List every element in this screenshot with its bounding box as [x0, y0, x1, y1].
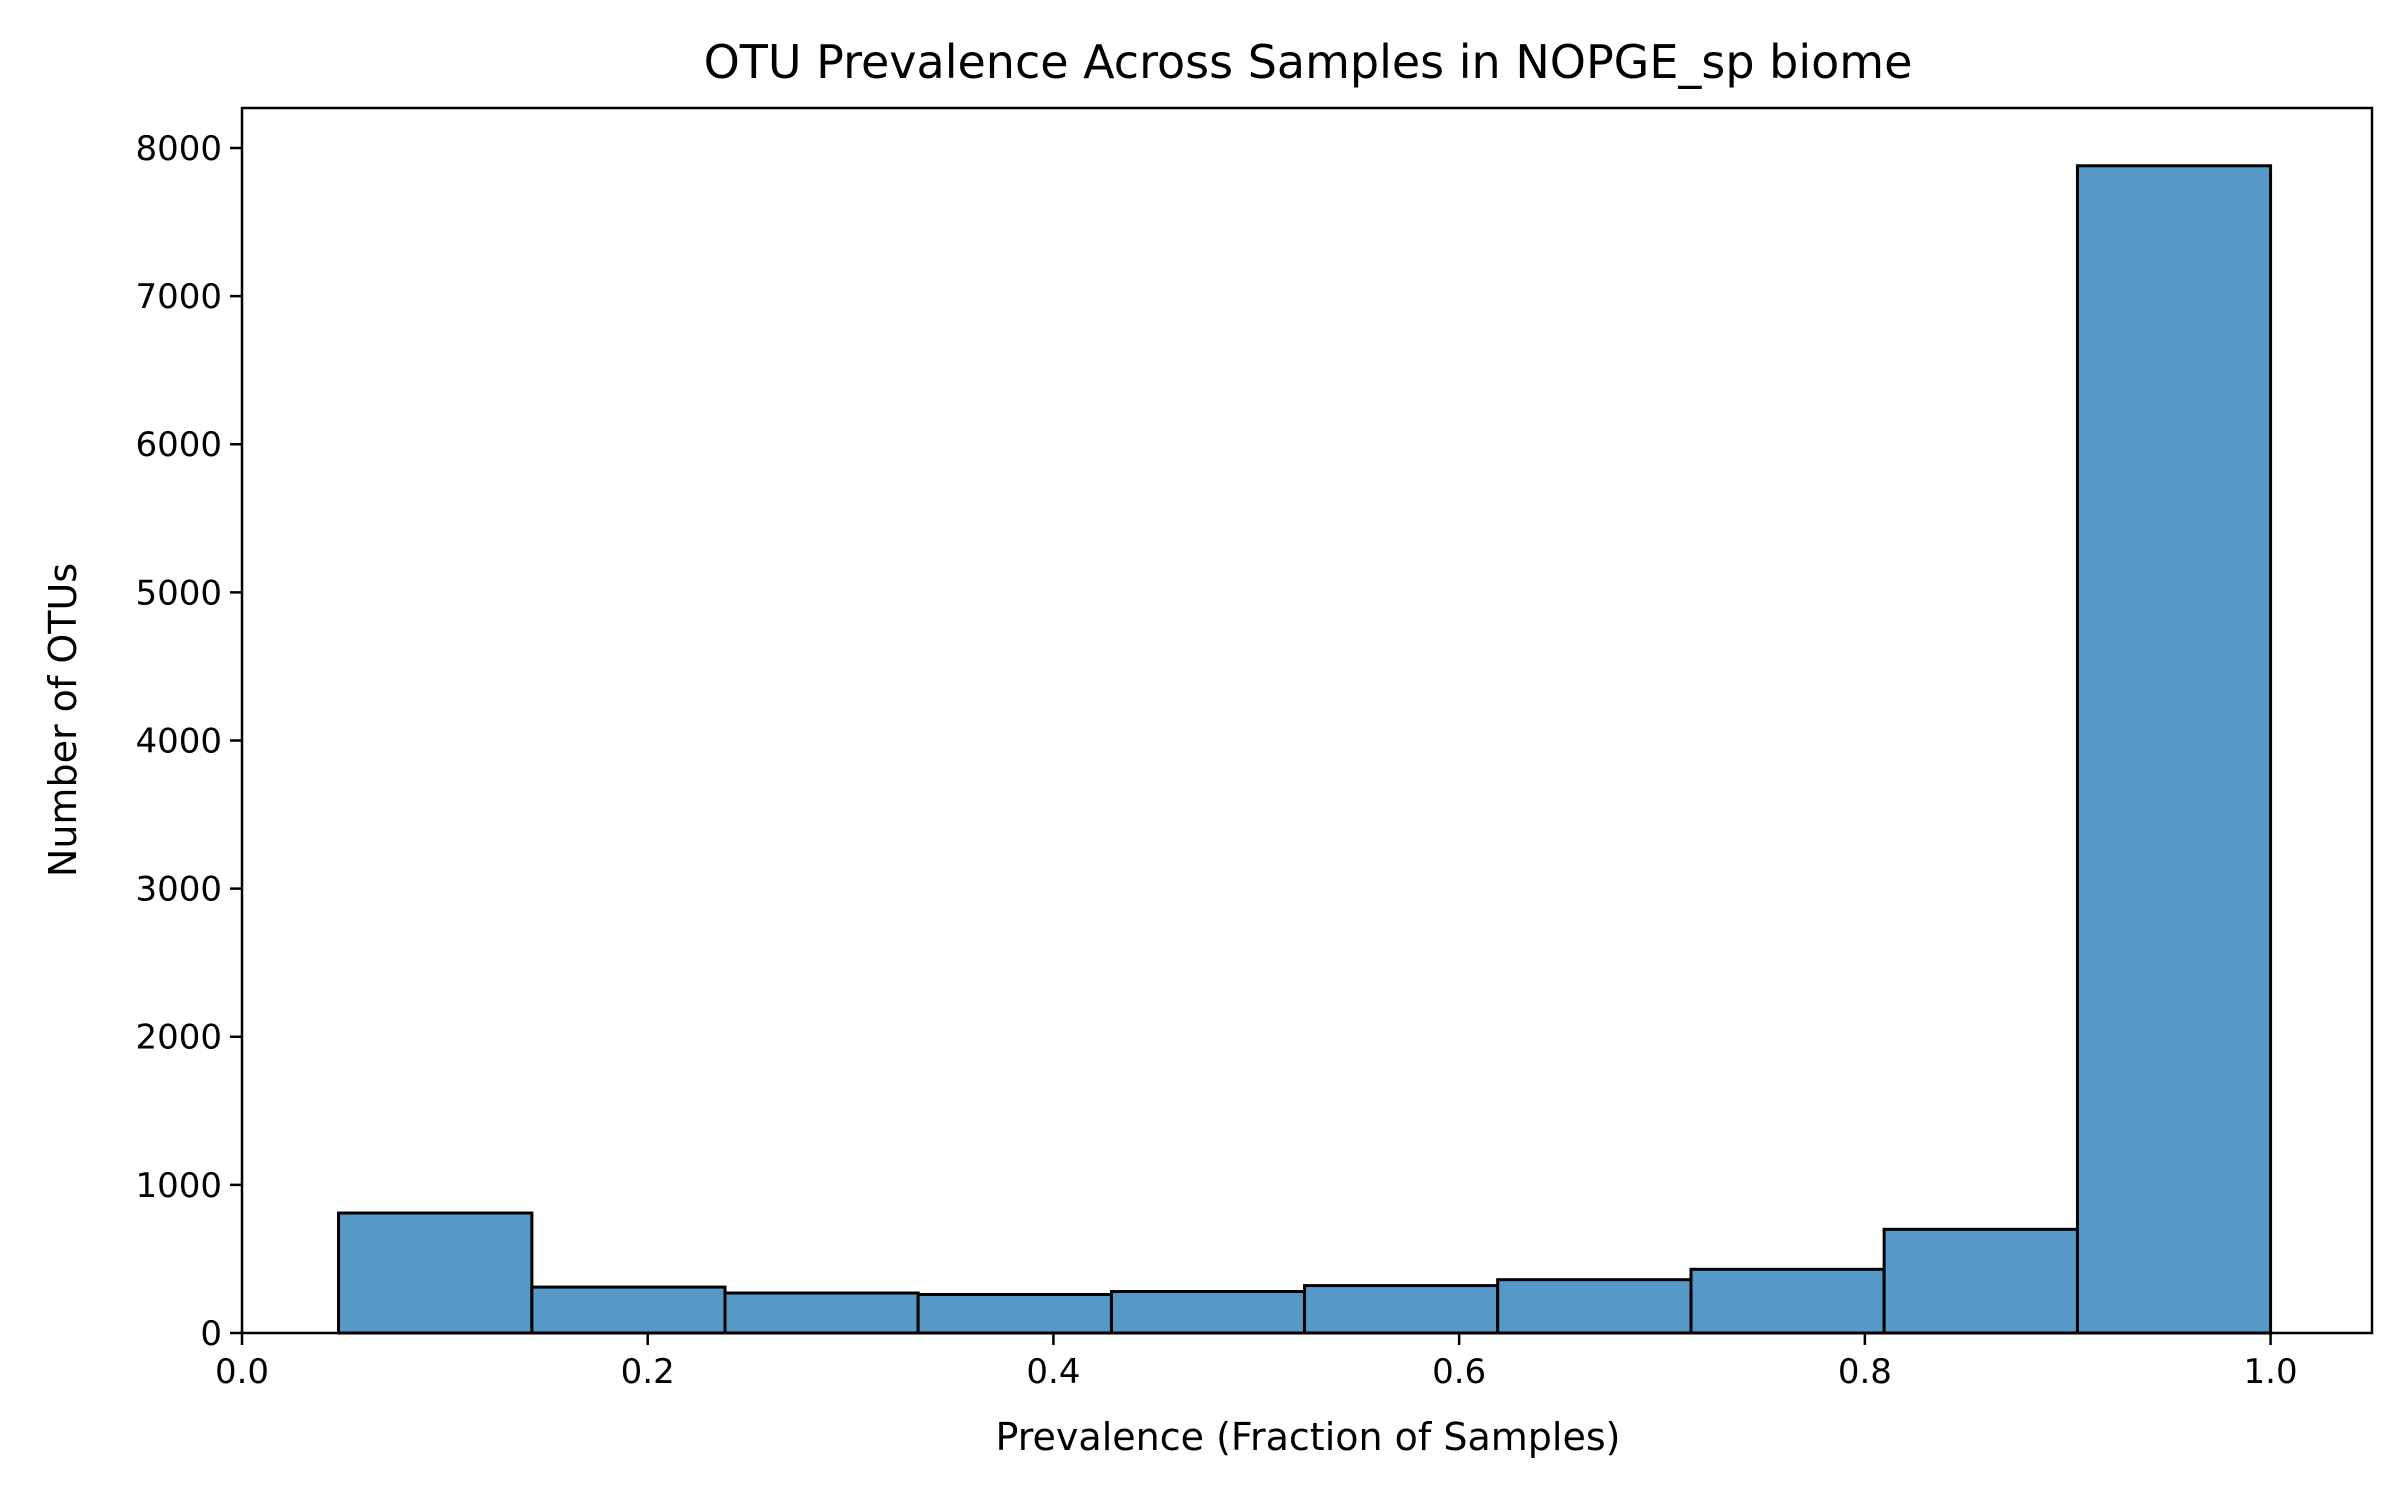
y-tick-label-8: 8000: [135, 129, 222, 169]
histogram-bar-9: [1882, 1227, 2079, 1335]
histogram-bar-1: [337, 1211, 534, 1335]
x-axis-ticks: 0.0 0.2 0.4 0.6 0.8 1.0: [215, 1333, 2298, 1392]
x-tick-label-2: 0.4: [1026, 1352, 1080, 1392]
plot-frame: [240, 106, 2374, 1335]
y-tick-label-1: 1000: [135, 1166, 222, 1206]
y-axis-ticks: 0 1000 2000 3000 4000 5000 6000 7000 8000: [135, 129, 242, 1354]
y-tick-label-2: 2000: [135, 1018, 222, 1058]
chart-title: OTU Prevalence Across Samples in NOPGE_s…: [704, 35, 1913, 89]
histogram-bar-3: [723, 1291, 920, 1335]
histogram-bar-5: [1109, 1290, 1307, 1335]
histogram-bar-6: [1303, 1284, 1500, 1335]
y-tick-label-0: 0: [200, 1314, 222, 1354]
x-tick-label-1: 0.2: [621, 1352, 675, 1392]
x-tick-label-0: 0.0: [215, 1352, 269, 1392]
x-tick-label-3: 0.6: [1432, 1352, 1486, 1392]
histogram-bar-4: [916, 1292, 1113, 1335]
y-tick-label-7: 7000: [135, 277, 222, 317]
histogram-bar-2: [530, 1285, 727, 1335]
y-tick-label-4: 4000: [135, 721, 222, 761]
x-tick-label-4: 0.8: [1838, 1352, 1892, 1392]
y-tick-label-3: 3000: [135, 870, 222, 910]
x-tick-label-5: 1.0: [2244, 1352, 2298, 1392]
y-axis-label: Number of OTUs: [41, 563, 85, 877]
histogram-bar-8: [1689, 1267, 1886, 1335]
histogram-bar-7: [1496, 1278, 1693, 1335]
bars-group: [337, 164, 2273, 1335]
y-tick-label-6: 6000: [135, 425, 222, 465]
y-tick-label-5: 5000: [135, 573, 222, 613]
x-axis-label: Prevalence (Fraction of Samples): [996, 1415, 1621, 1459]
histogram-bar-10: [2075, 164, 2273, 1335]
